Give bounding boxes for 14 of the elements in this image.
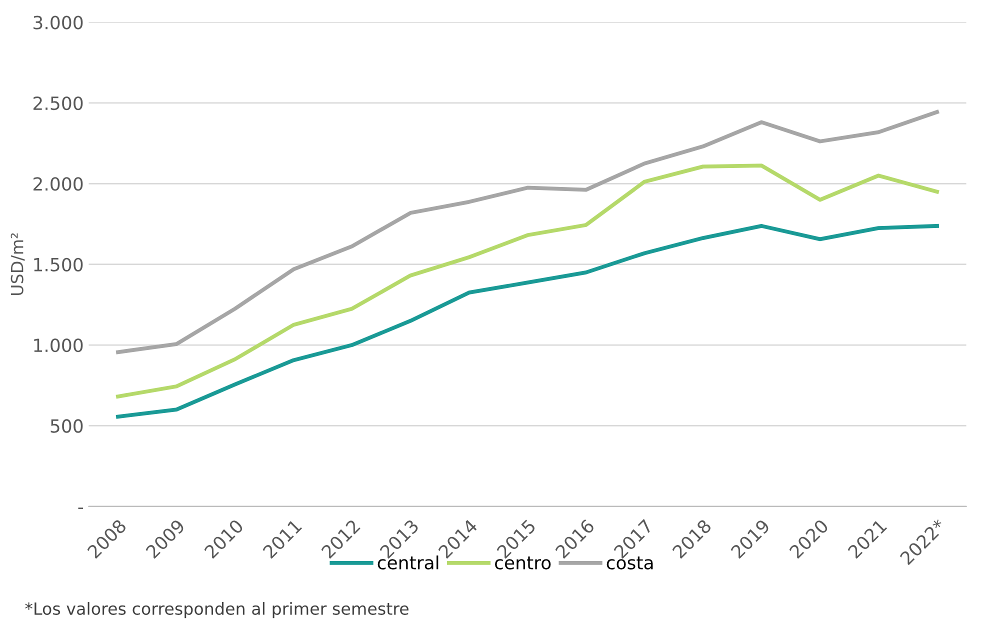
y-tick-label: 1.500	[34, 258, 83, 272]
y-axis-title: USD/m²	[10, 233, 25, 295]
y-tick-label: 1.000	[34, 338, 83, 352]
line-series	[116, 110, 939, 354]
legend-label: costa	[606, 556, 653, 570]
y-tick-label: 2.000	[34, 177, 83, 191]
y-tick-label: 2.500	[34, 96, 83, 110]
y-tick-label: 3.000	[34, 16, 83, 30]
y-tick-label: 500	[50, 419, 83, 433]
y-tick-label: -	[78, 508, 83, 510]
line-series	[116, 164, 939, 398]
line-series	[116, 224, 939, 419]
text: *Los valores corresponden al primer semestre	[25, 602, 408, 618]
legend-label: centro	[495, 556, 551, 570]
